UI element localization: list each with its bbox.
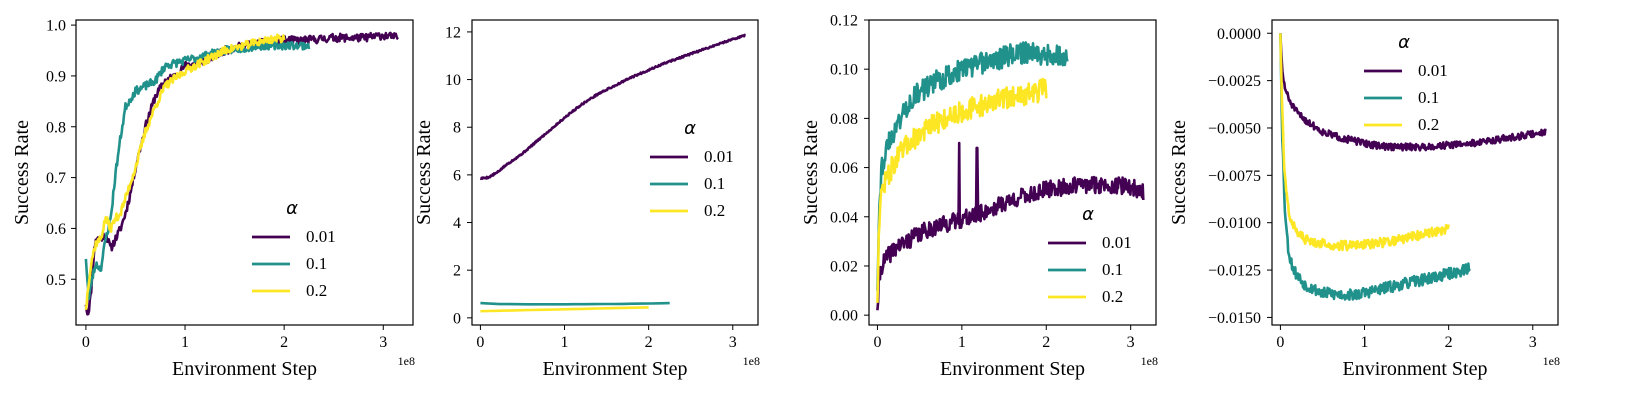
y-axis-label: Success Rate	[413, 120, 435, 225]
y-tick-label: 1.0	[46, 18, 66, 35]
x-tick-label: 0	[1276, 334, 1284, 351]
y-tick-label: 0	[453, 310, 461, 327]
legend-title: α	[1082, 204, 1094, 225]
series-line-0_01	[876, 141, 1145, 311]
x-tick-label: 0	[476, 334, 484, 351]
x-tick-label: 2	[1445, 334, 1453, 351]
y-tick-label: −0.0125	[1208, 263, 1261, 280]
y-tick-label: 0.7	[46, 170, 66, 187]
legend-label: 0.01	[1418, 61, 1448, 80]
y-axis-label: Success Rate	[11, 120, 33, 225]
series-line-0_1	[84, 40, 311, 301]
legend-label: 0.2	[704, 201, 725, 220]
legend-label: 0.1	[1418, 88, 1439, 107]
legend-label: 0.2	[1102, 287, 1123, 306]
y-tick-label: 0.12	[830, 13, 858, 30]
x-tick-label: 1	[1361, 334, 1369, 351]
y-tick-label: −0.0050	[1208, 120, 1261, 137]
axes-frame	[868, 19, 1157, 326]
series-line-0_1	[480, 301, 670, 306]
series-line-0_01	[1279, 33, 1547, 152]
x-tick-label: 1	[561, 334, 569, 351]
x-tick-label: 2	[1042, 334, 1050, 351]
y-tick-label: 12	[445, 24, 461, 41]
x-scale-label: 1e8	[743, 354, 760, 368]
subplot-4: 0 1 2 3 0.0000 −0.0025 −0.0050 −0.0075 −0.0100 −0…	[1168, 19, 1560, 380]
y-tick-label: 0.02	[830, 258, 858, 275]
x-tick-label: 2	[280, 334, 288, 351]
x-tick-label: 3	[379, 334, 387, 351]
y-tick-label: 4	[453, 215, 461, 232]
y-tick-label: 8	[453, 120, 461, 137]
series-line-0_2	[876, 77, 1048, 303]
axes-frame	[75, 19, 414, 326]
legend-label: 0.2	[1418, 115, 1439, 134]
x-tick-label: 3	[729, 334, 737, 351]
series-line-0_2	[84, 33, 286, 310]
x-scale-label: 1e8	[1543, 354, 1560, 368]
legend-label: 0.01	[704, 147, 734, 166]
y-tick-label: 0.10	[830, 62, 858, 79]
x-tick-label: 1	[958, 334, 966, 351]
x-axis-label: Environment Step	[543, 358, 688, 380]
x-axis-label: Environment Step	[940, 358, 1085, 380]
x-tick-label: 2	[645, 334, 653, 351]
y-tick-label: 0.06	[830, 160, 858, 177]
legend-label: 0.01	[1102, 233, 1132, 252]
axes-frame	[1271, 19, 1559, 326]
legend-label: 0.01	[306, 227, 336, 246]
x-scale-label: 1e8	[1141, 354, 1158, 368]
x-scale-label: 1e8	[398, 354, 415, 368]
y-tick-label: −0.0025	[1208, 73, 1261, 90]
y-tick-label: 10	[445, 72, 461, 89]
legend-title: α	[286, 198, 298, 219]
x-tick-label: 0	[873, 334, 881, 351]
legend-label: 0.2	[306, 281, 327, 300]
y-tick-label: −0.0100	[1208, 215, 1261, 232]
y-tick-label: 0.9	[46, 68, 66, 85]
x-tick-label: 3	[1529, 334, 1537, 351]
series-line-0_1	[876, 41, 1069, 291]
y-tick-label: 0.00	[830, 308, 858, 325]
y-tick-label: 0.0000	[1217, 26, 1261, 43]
y-tick-label: 0.6	[46, 221, 66, 238]
x-axis-label: Environment Step	[1343, 358, 1488, 380]
legend-title: α	[1398, 32, 1410, 53]
x-tick-label: 1	[181, 334, 189, 351]
legend: α 0.01 0.1 0.2	[650, 118, 734, 220]
y-axis-label: Success Rate	[1168, 120, 1190, 225]
legend-label: 0.1	[306, 254, 327, 273]
x-tick-label: 3	[1127, 334, 1135, 351]
legend: α 0.01 0.1 0.2	[1364, 32, 1448, 134]
legend-label: 0.1	[1102, 260, 1123, 279]
y-tick-label: −0.0075	[1208, 168, 1261, 185]
series-line-0_1	[1279, 33, 1471, 301]
y-tick-label: 0.5	[46, 272, 66, 289]
subplot-3: 0 1 2 3 0.00 0.02 0.04 0.06 0.08 0.10 0.12 1e8 Envir…	[800, 13, 1158, 381]
y-tick-label: 0.04	[830, 209, 858, 226]
x-axis-label: Environment Step	[172, 358, 317, 380]
legend-label: 0.1	[704, 174, 725, 193]
legend-title: α	[684, 118, 696, 139]
y-tick-label: 0.08	[830, 111, 858, 128]
y-tick-label: −0.0150	[1208, 310, 1261, 327]
axes-frame	[471, 19, 759, 326]
y-axis-label: Success Rate	[800, 120, 822, 225]
legend: α 0.01 0.1 0.2	[1048, 204, 1132, 306]
y-tick-label: 2	[453, 263, 461, 280]
series-line-0_2	[1279, 33, 1450, 252]
y-tick-label: 0.8	[46, 119, 66, 136]
y-tick-label: 6	[453, 167, 461, 184]
x-tick-label: 0	[82, 334, 90, 351]
series-line-0_01	[479, 33, 747, 181]
subplot-1: 0 1 2 3 0.5 0.6 0.7 0.8 0.9 1.0 1e8 Environment Ste…	[11, 18, 415, 380]
legend: α 0.01 0.1 0.2	[252, 198, 336, 300]
series-line-0_2	[480, 306, 649, 313]
